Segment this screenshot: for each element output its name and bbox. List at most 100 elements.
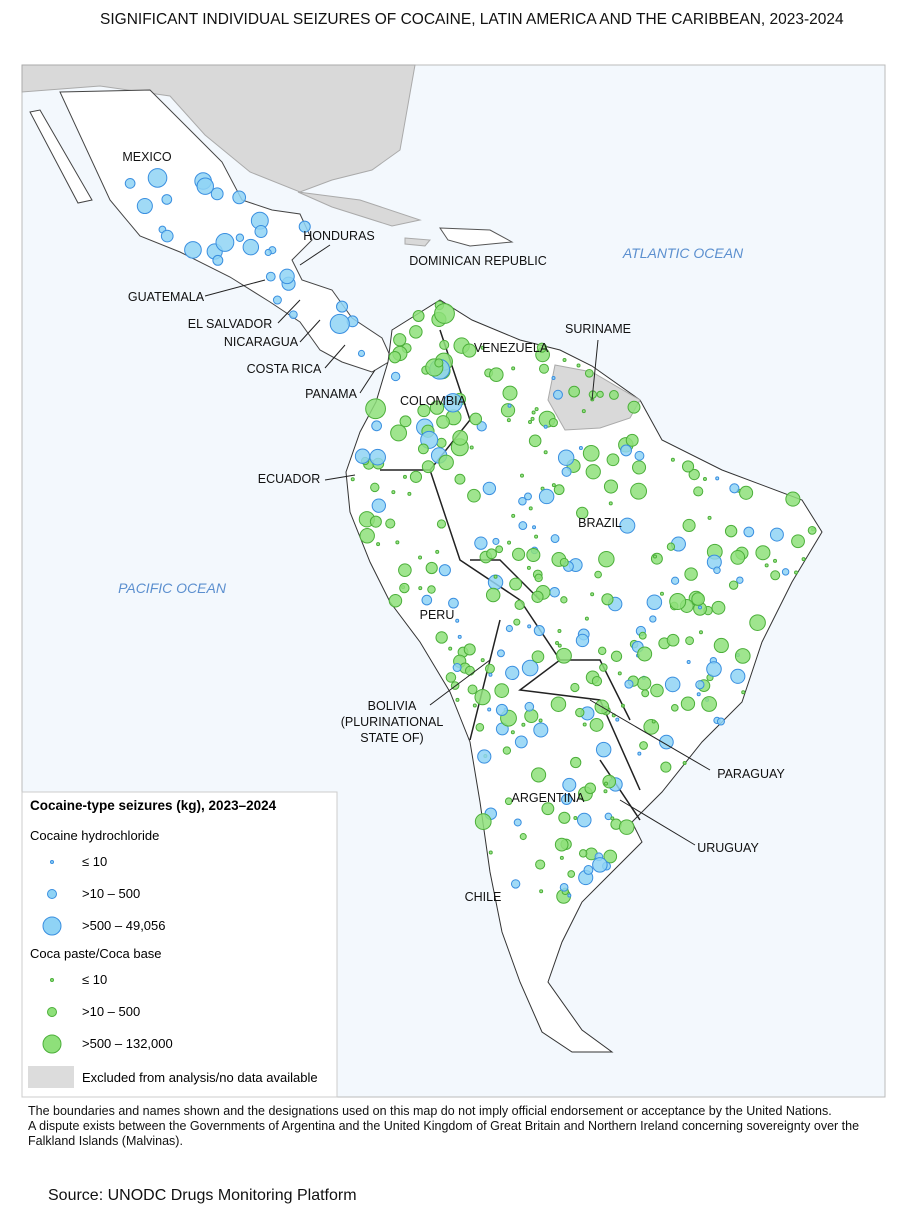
seizure-dot [637, 676, 652, 691]
seizure-dot [425, 561, 438, 575]
seizure-dot [336, 300, 349, 313]
seizure-dot [462, 343, 477, 358]
seizure-dot [739, 485, 754, 500]
seizure-dot [550, 534, 560, 544]
seizure-dot [698, 605, 703, 610]
seizure-dot [592, 857, 608, 873]
seizure-dot [671, 704, 679, 712]
seizure-dot [650, 683, 664, 698]
footnote: The boundaries and names shown and the d… [28, 1104, 832, 1118]
seizure-dot [567, 870, 576, 878]
country-label: URUGUAY [697, 841, 759, 855]
seizure-dot [620, 444, 632, 457]
seizure-dot [603, 479, 619, 494]
seizure-dot [570, 682, 580, 693]
seizure-dot [531, 590, 544, 603]
seizure-dot [298, 220, 311, 233]
seizure-dot [584, 782, 597, 795]
seizure-dot [713, 566, 721, 575]
country-label: EL SALVADOR [188, 317, 273, 331]
seizure-dot [509, 577, 523, 591]
seizure-dot [599, 663, 608, 672]
seizure-dot [610, 650, 623, 662]
seizure-dot [438, 454, 454, 471]
seizure-dot [773, 558, 778, 563]
seizure-dot [606, 453, 620, 467]
seizure-dot [418, 555, 423, 560]
seizure-dot [436, 415, 450, 429]
country-label: PERU [420, 608, 455, 622]
seizure-dot [618, 819, 635, 835]
seizure-dot [730, 668, 746, 684]
seizure-dot [485, 587, 501, 603]
seizure-dot [602, 774, 617, 789]
seizure-dot [467, 684, 478, 695]
seizure-dot [531, 650, 545, 664]
seizure-dot [553, 484, 565, 496]
legend-box [21, 791, 338, 1098]
seizure-dot [659, 591, 664, 596]
seizure-dot [696, 692, 701, 697]
seizure-dot [254, 224, 268, 239]
seizure-dot [557, 628, 562, 633]
seizure-dot [664, 676, 681, 693]
seizure-dot [711, 600, 726, 615]
seizure-dot [472, 703, 477, 708]
country-label: COSTA RICA [247, 362, 322, 376]
legend-item: >500 – 49,056 [82, 918, 166, 933]
seizure-dot [524, 708, 539, 724]
seizure-dot [235, 233, 245, 242]
seizure-dot [407, 491, 412, 496]
seizure-dot [489, 367, 504, 382]
seizure-dot [573, 816, 578, 821]
country-label: COLOMBIA [400, 394, 467, 408]
seizure-dot [534, 407, 539, 412]
country-label: NICARAGUA [224, 335, 299, 349]
seizure-dot [559, 855, 564, 860]
seizure-dot [494, 683, 510, 698]
seizure-dot [434, 303, 455, 324]
country-label: VENEZUELA [474, 341, 549, 355]
seizure-dot [463, 643, 476, 656]
seizure-dot [436, 519, 447, 529]
seizure-dot [582, 444, 600, 462]
seizure-dot [584, 368, 594, 378]
seizure-dot [417, 404, 431, 418]
seizure-dot [567, 893, 572, 898]
seizure-dot [279, 268, 295, 285]
seizure-dot [398, 563, 412, 577]
seizure-dot [482, 481, 497, 496]
seizure-dot [575, 707, 585, 718]
seizure-dot [535, 859, 546, 870]
seizure-dot [651, 719, 656, 724]
seizure-dot [570, 756, 582, 769]
seizure-dot [736, 576, 744, 584]
seizure-dot [434, 358, 444, 368]
seizure-dot [514, 599, 525, 611]
seizure-dot [682, 518, 696, 533]
seizure-dot [620, 703, 625, 708]
seizure-dot [497, 649, 505, 658]
seizure-dot [549, 586, 560, 598]
seizure-dot [528, 506, 533, 511]
seizure-dot [785, 491, 801, 507]
legend-symbol [42, 1034, 62, 1054]
seizure-dot [794, 570, 799, 575]
country-label: HONDURAS [303, 229, 375, 243]
seizure-dot [531, 767, 547, 783]
seizure-dot [436, 437, 447, 449]
seizure-dot [575, 633, 590, 648]
seizure-dot [500, 403, 516, 418]
seizure-dot [630, 482, 648, 500]
seizure-dot [624, 679, 634, 689]
seizure-dot [533, 722, 549, 738]
seizure-dot [634, 450, 645, 461]
seizure-dot [604, 812, 613, 821]
seizure-dot [532, 525, 537, 530]
seizure-dot [452, 430, 468, 446]
seizure-dot [512, 547, 526, 561]
seizure-dot [210, 187, 224, 201]
seizure-dot [242, 238, 260, 256]
seizure-dot [632, 460, 647, 475]
seizure-dot [534, 534, 539, 539]
